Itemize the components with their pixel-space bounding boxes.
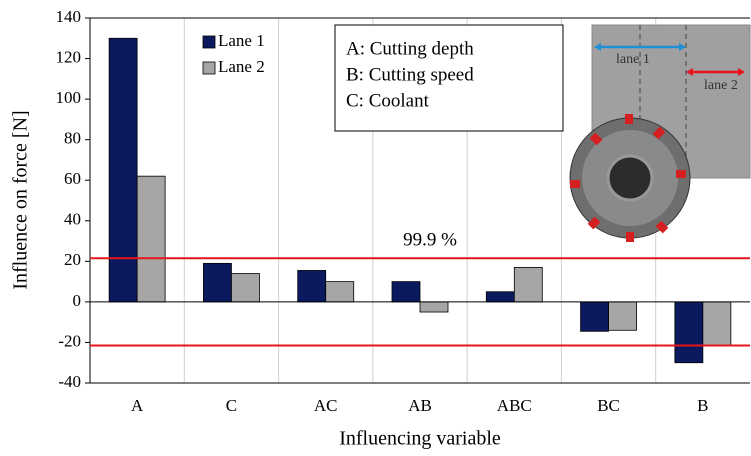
arrow-head <box>686 68 693 76</box>
bar <box>513 267 543 303</box>
factor-legend-item: C: Coolant <box>346 90 430 111</box>
bar <box>608 301 637 331</box>
y-tick-label: 20 <box>64 250 81 269</box>
bar <box>485 291 515 303</box>
bar <box>203 262 232 303</box>
bar <box>702 301 732 346</box>
legend-label: Lane 1 <box>218 31 265 50</box>
y-tick-label: 80 <box>64 129 81 148</box>
legend-label: Lane 2 <box>218 57 265 76</box>
y-tick-label: 40 <box>64 210 81 229</box>
factor-legend-item: B: Cutting speed <box>346 64 474 85</box>
factor-legend-item: A: Cutting depth <box>346 38 474 59</box>
x-tick-label: AC <box>314 396 338 415</box>
y-tick-label: -40 <box>58 372 81 391</box>
y-tick-label: 100 <box>56 88 82 107</box>
arrow-head <box>679 43 686 51</box>
arrow-head <box>738 68 745 76</box>
inserts <box>570 114 686 242</box>
x-tick-label: ABC <box>497 396 532 415</box>
x-tick-label: A <box>131 396 144 415</box>
y-tick-label: 0 <box>73 291 82 310</box>
bar <box>419 301 449 313</box>
inset-diagram: lane 1 lane 2 <box>569 24 751 242</box>
bar <box>580 301 609 332</box>
factor-legend-box <box>334 24 564 132</box>
bar <box>391 281 421 303</box>
x-tick-label: BC <box>597 396 620 415</box>
bar <box>108 37 138 303</box>
cutter-hub <box>606 154 654 202</box>
y-tick-label: 60 <box>64 169 81 188</box>
x-axis-title: Influencing variable <box>339 428 501 450</box>
legend-swatch <box>202 61 216 75</box>
bar <box>231 273 260 303</box>
y-tick-label: -20 <box>58 331 81 350</box>
y-axis-title: Influence on force [N] <box>10 110 32 289</box>
bar <box>297 270 327 303</box>
x-tick-label: AB <box>408 396 432 415</box>
inset-label: lane 1 <box>616 52 650 67</box>
threshold-label: 99.9 % <box>403 230 457 251</box>
inset-label: lane 2 <box>704 78 738 93</box>
bar <box>674 301 704 364</box>
x-tick-label: C <box>226 396 237 415</box>
legend-swatch <box>202 35 216 49</box>
arrow-head <box>594 43 601 51</box>
y-tick-label: 140 <box>56 7 82 26</box>
x-tick-label: B <box>697 396 708 415</box>
bar <box>136 175 166 303</box>
bar <box>325 281 355 303</box>
y-tick-label: 120 <box>56 47 82 66</box>
